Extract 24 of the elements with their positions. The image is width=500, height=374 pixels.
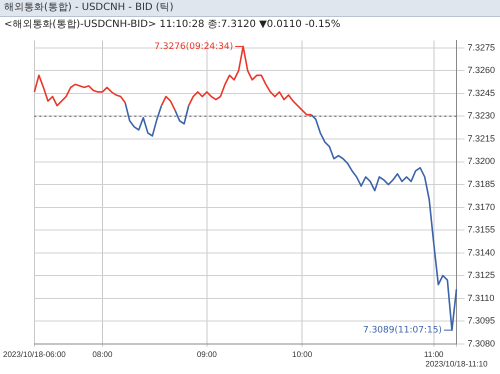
y-tick-label: 7.3170 (467, 202, 496, 212)
x-tick-label: 08:00 (92, 350, 113, 359)
x-tick-label: 2023/10/18-11:10 (425, 359, 488, 368)
y-tick-label: 7.3080 (467, 338, 496, 348)
annotation: 7.3089(11:07:15) (362, 325, 442, 336)
y-tick-label: 7.3110 (467, 292, 494, 303)
annotation: 7.3276(09:24:34) (154, 42, 234, 52)
y-tick-label: 7.3260 (467, 65, 496, 76)
chart-subtitle: <해외통화(통합)-USDCNH-BID> 11:10:28 종:7.3120 ▼0.0110 -0.15% (3, 18, 342, 32)
y-tick-label: 7.3155 (467, 224, 496, 235)
x-tick-label: 09:00 (196, 350, 218, 359)
y-tick-label: 7.3275 (467, 42, 496, 52)
x-tick-label: 2023/10/18-06:00 (2, 350, 66, 359)
y-tick-label: 7.3125 (467, 270, 496, 280)
y-tick-label: 7.3245 (467, 88, 496, 98)
y-tick-label: 7.3215 (467, 133, 496, 144)
y-tick-label: 7.3140 (467, 247, 496, 258)
y-tick-label: 7.3185 (467, 179, 496, 189)
x-tick-label: 11:00 (424, 350, 444, 359)
y-tick-label: 7.3230 (467, 110, 496, 121)
x-tick-label: 10:00 (292, 350, 313, 359)
y-tick-label: 7.3095 (467, 316, 496, 326)
y-tick-label: 7.3200 (467, 156, 496, 166)
chart-title: 해외통화(통합) - USDCNH - BID (틱) (0, 0, 500, 17)
